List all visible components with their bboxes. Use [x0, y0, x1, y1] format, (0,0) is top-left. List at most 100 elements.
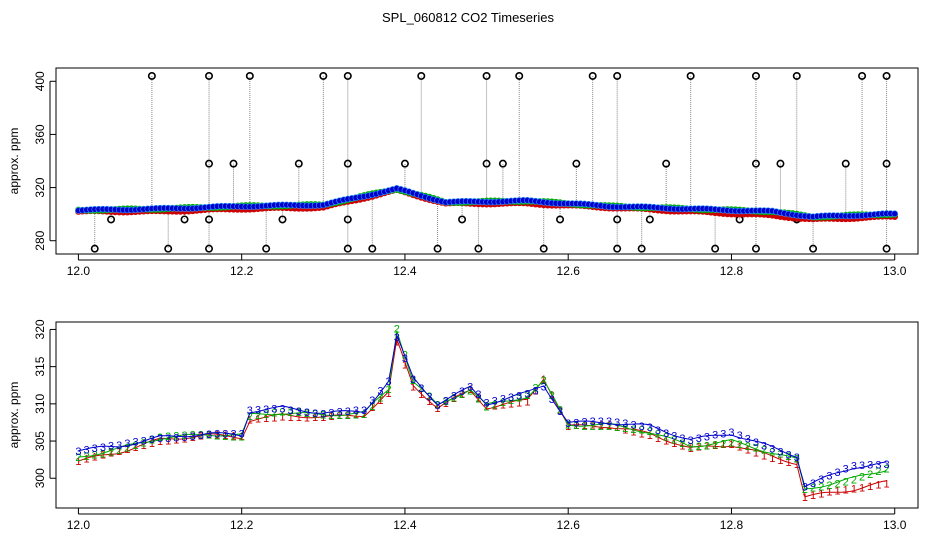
series-mark: 2	[573, 420, 579, 432]
series-mark: 2	[239, 432, 245, 444]
series-mark: 1	[655, 433, 661, 445]
series-mark: 2	[786, 451, 792, 463]
series-mark: 1	[704, 441, 710, 453]
series-mark: 3	[557, 406, 563, 418]
series-mark: 2	[581, 421, 587, 433]
series-mark: 2	[418, 383, 424, 395]
series-mark: 1	[426, 396, 432, 408]
series-mark: 2	[769, 446, 775, 458]
series-mark: 1	[75, 456, 81, 468]
outlier-point	[841, 159, 850, 168]
series-mark: 1	[132, 442, 138, 454]
outlier-point	[294, 159, 303, 168]
series-mark: 3	[312, 408, 318, 420]
series-mark: 2	[320, 410, 326, 422]
y-tick-label: 305	[33, 431, 47, 451]
series-mark: 2	[524, 390, 530, 402]
series-mark: 2	[826, 480, 832, 492]
series-mark: 1	[835, 485, 841, 497]
series-mark: 3	[769, 444, 775, 456]
outlier-point	[792, 71, 801, 80]
outlier-point	[637, 244, 646, 253]
outlier-point	[262, 244, 271, 253]
series-mark: 1	[614, 422, 620, 434]
series-mark: 3	[418, 383, 424, 395]
plot-frame	[55, 321, 919, 509]
series-mark: 1	[794, 459, 800, 471]
series-mark: 3	[508, 392, 514, 404]
series-mark: 3	[230, 428, 236, 440]
outlier-point	[319, 71, 328, 80]
series-mark: 3	[696, 433, 702, 445]
series-mark: 2	[132, 440, 138, 452]
series-mark: 3	[565, 418, 571, 430]
series-mark: 3	[328, 408, 334, 420]
series-mark: 2	[598, 421, 604, 433]
series-mark: 3	[337, 407, 343, 419]
y-axis-label: approx. ppm	[7, 382, 21, 449]
series-mark: 3	[549, 394, 555, 406]
series-mark: 2	[124, 443, 130, 455]
series-mark: 2	[622, 423, 628, 435]
series-mark: 2	[190, 430, 196, 442]
series-mark: 3	[181, 432, 187, 444]
series-mark: 2	[181, 430, 187, 442]
series-mark: 1	[402, 359, 408, 371]
series-mark: 1	[345, 409, 351, 421]
outlier-point	[882, 71, 891, 80]
series-mark: 1	[737, 442, 743, 454]
series-mark: 2	[802, 484, 808, 496]
series-mark: 1	[508, 399, 514, 411]
outlier-point	[343, 244, 352, 253]
series-mark: 1	[753, 448, 759, 460]
series-mark: 3	[410, 374, 416, 386]
series-mark: 2	[867, 469, 873, 481]
series-mark: 2	[328, 410, 334, 422]
series-mark: 2	[361, 409, 367, 421]
outlier-point	[278, 215, 287, 224]
outlier-point	[400, 159, 409, 168]
series-mark: 2	[500, 397, 506, 409]
series-mark: 1	[165, 435, 171, 447]
series-mark: 3	[459, 386, 465, 398]
series-mark: 3	[279, 403, 285, 415]
series-mark: 3	[247, 405, 253, 417]
outlier-point	[613, 215, 622, 224]
series-mark: 3	[810, 478, 816, 490]
series-mark: 2	[794, 454, 800, 466]
series-mark: 1	[410, 382, 416, 394]
series-mark: 3	[198, 430, 204, 442]
series-mark: 3	[345, 406, 351, 418]
series-mark: 3	[647, 422, 653, 434]
series-mark: 1	[492, 400, 498, 412]
series-mark: 3	[451, 391, 457, 403]
series-mark: 3	[132, 437, 138, 449]
x-tick-label: 12.8	[720, 264, 744, 278]
series-mark: 2	[214, 430, 220, 442]
series-mark: 3	[728, 427, 734, 439]
series-mark: 2	[753, 443, 759, 455]
series-mark: 3	[859, 460, 865, 472]
series-mark: 1	[867, 481, 873, 493]
outlier-point	[368, 244, 377, 253]
outlier-point	[882, 159, 891, 168]
outlier-point	[343, 159, 352, 168]
outlier-point	[613, 71, 622, 80]
series-mark: 2	[712, 440, 718, 452]
series-mark: 2	[843, 477, 849, 489]
series-mark: 2	[230, 431, 236, 443]
y-tick-label: 400	[33, 71, 47, 91]
series-mark: 1	[320, 412, 326, 424]
x-tick-label: 12.4	[393, 518, 417, 532]
series-mark: 1	[288, 412, 294, 424]
series-mark: 2	[835, 478, 841, 490]
series-mark: 1	[630, 426, 636, 438]
x-tick-label: 12.4	[393, 264, 417, 278]
series-mark: 1	[875, 480, 881, 492]
series-mark: 3	[655, 425, 661, 437]
x-tick-label: 12.8	[720, 518, 744, 532]
series-mark: 3	[386, 376, 392, 388]
outlier-point	[751, 244, 760, 253]
series-mark: 1	[549, 390, 555, 402]
